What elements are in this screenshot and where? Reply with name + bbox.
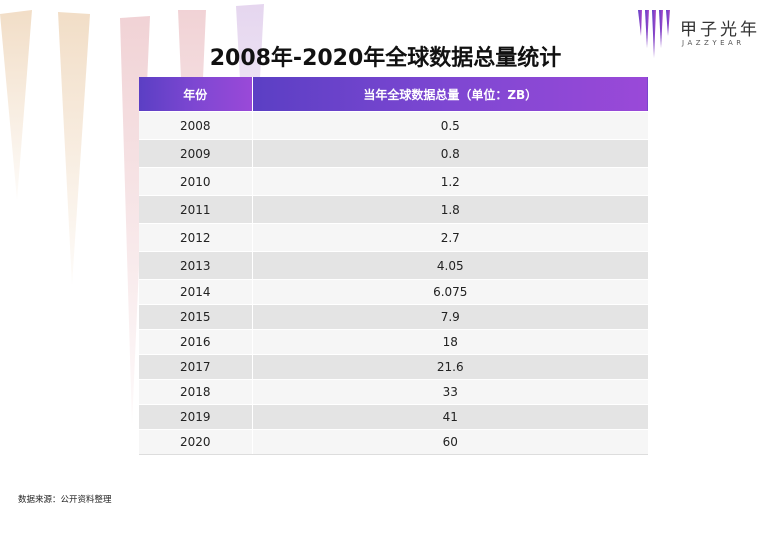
cell-value: 33 (252, 379, 648, 405)
brand-logo: 甲子光年 JAZZYEAR (636, 8, 762, 60)
cell-year: 2019 (139, 404, 253, 430)
table-row: 2014 6.075 (139, 279, 648, 305)
cell-year: 2018 (139, 379, 253, 405)
cell-value: 4.05 (252, 251, 648, 280)
cell-value: 1.2 (252, 167, 648, 196)
table-row: 2013 4.05 (139, 251, 648, 280)
table-row: 2008 0.5 (139, 111, 648, 140)
cell-year: 2017 (139, 354, 253, 380)
logo-mark-icon (638, 10, 670, 58)
cell-year: 2008 (139, 111, 253, 140)
table-row: 2012 2.7 (139, 223, 648, 252)
stripe (58, 12, 90, 285)
cell-value: 21.6 (252, 354, 648, 380)
table-row: 2016 18 (139, 329, 648, 355)
cell-value: 6.075 (252, 279, 648, 305)
cell-value: 0.5 (252, 111, 648, 140)
cell-year: 2010 (139, 167, 253, 196)
cell-value: 1.8 (252, 195, 648, 224)
table-row: 2011 1.8 (139, 195, 648, 224)
data-source-note: 数据来源：公开资料整理 (18, 495, 112, 505)
data-table: 年份 当年全球数据总量（单位：ZB） 2008 0.5 2009 0.8 201… (139, 77, 648, 455)
cell-year: 2012 (139, 223, 253, 252)
table-row: 2015 7.9 (139, 304, 648, 330)
table-row: 2020 60 (139, 429, 648, 455)
header-total: 当年全球数据总量（单位：ZB） (252, 77, 648, 112)
cell-value: 60 (252, 429, 648, 455)
page-title: 2008年-2020年全球数据总量统计 (209, 46, 562, 71)
table-row: 2018 33 (139, 379, 648, 405)
table-row: 2017 21.6 (139, 354, 648, 380)
cell-year: 2011 (139, 195, 253, 224)
cell-year: 2016 (139, 329, 253, 355)
cell-year: 2014 (139, 279, 253, 305)
cell-value: 2.7 (252, 223, 648, 252)
table-row: 2010 1.2 (139, 167, 648, 196)
cell-year: 2009 (139, 139, 253, 168)
table-row: 2009 0.8 (139, 139, 648, 168)
cell-value: 18 (252, 329, 648, 355)
cell-year: 2015 (139, 304, 253, 330)
cell-year: 2013 (139, 251, 253, 280)
table-header-row: 年份 当年全球数据总量（单位：ZB） (139, 77, 648, 112)
logo-name: 甲子光年 (680, 20, 760, 40)
cell-value: 7.9 (252, 304, 648, 330)
cell-value: 0.8 (252, 139, 648, 168)
cell-value: 41 (252, 404, 648, 430)
stripe (0, 10, 32, 200)
logo-subtitle: JAZZYEAR (682, 39, 745, 47)
header-year: 年份 (139, 77, 253, 112)
cell-year: 2020 (139, 429, 253, 455)
table-row: 2019 41 (139, 404, 648, 430)
